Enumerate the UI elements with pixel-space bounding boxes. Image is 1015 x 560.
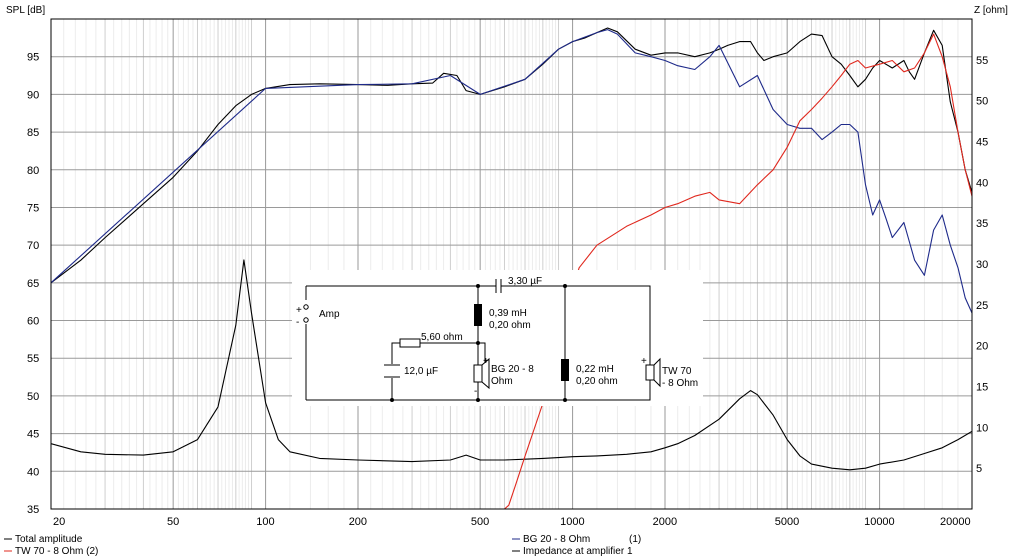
inductor-l2 (561, 359, 569, 381)
amp-label: Amp (319, 309, 340, 320)
y-tick-label: 95 (27, 52, 39, 64)
woofer-minus-label: - (474, 386, 477, 397)
series-line-impedance-at-amplifier-1 (51, 259, 972, 471)
y-tick-label: 50 (27, 391, 39, 403)
y2-tick-label: 55 (976, 55, 988, 67)
amp-minus-terminal (303, 317, 309, 323)
y2-tick-labels: 5 10 15 20 25 30 35 40 45 50 55 (976, 55, 988, 475)
y-tick-label: 45 (27, 429, 39, 441)
x-tick-labels: 20 50 100 200 500 1000 2000 5000 10000 20000 (53, 516, 971, 528)
y-tick-label: 90 (27, 89, 39, 101)
l2-value-label: 0,22 mH (576, 364, 614, 375)
series-line-tw-70-8-ohm-2 (51, 33, 972, 509)
x-tick-label: 20 (53, 516, 65, 528)
resistor-label: 5,60 ohm (421, 332, 463, 343)
y-tick-labels: 35 40 45 50 55 60 65 70 75 80 85 90 95 (27, 52, 39, 516)
x-tick-label: 5000 (775, 516, 799, 528)
x-tick-label: 500 (471, 516, 489, 528)
woofer-plus-label: + (483, 356, 489, 367)
legend-label-tw70: TW 70 - 8 Ohm (2) (15, 546, 98, 557)
series-capacitor-label: 3,30 µF (508, 276, 542, 287)
tweeter-symbol (645, 357, 661, 388)
y-tick-label: 40 (27, 466, 39, 478)
amp-plus-label: + (296, 305, 302, 316)
curves (51, 27, 972, 509)
plot-frame (50, 18, 973, 510)
y-tick-label: 55 (27, 353, 39, 365)
x-tick-label: 1000 (560, 516, 584, 528)
legend-label-bg20: BG 20 - 8 Ohm (523, 534, 590, 545)
y2-tick-label: 5 (976, 463, 982, 475)
woofer-symbol (473, 357, 490, 390)
y2-tick-label: 30 (976, 259, 988, 271)
y2-tick-label: 25 (976, 300, 988, 312)
y-tick-label: 35 (27, 504, 39, 516)
plot-area (51, 19, 972, 509)
x-tick-label: 10000 (864, 516, 895, 528)
l1-value-label: 0,39 mH (489, 308, 527, 319)
l2-resistance-label: 0,20 ohm (576, 376, 618, 387)
amp-plus-terminal (303, 304, 309, 310)
y2-axis-title: Z [ohm] (974, 5, 1008, 16)
y-axis-title: SPL [dB] (6, 5, 45, 16)
x-tick-label: 20000 (940, 516, 971, 528)
l1-resistance-label: 0,20 ohm (489, 320, 531, 331)
x-tick-label: 100 (256, 516, 274, 528)
y2-tick-label: 40 (976, 177, 988, 189)
x-tick-label: 50 (167, 516, 179, 528)
y-tick-label: 75 (27, 202, 39, 214)
y-tick-label: 80 (27, 165, 39, 177)
resistor (399, 338, 421, 348)
woofer-label-line2: Ohm (491, 376, 513, 387)
y2-tick-label: 50 (976, 96, 988, 108)
y2-tick-label: 10 (976, 422, 988, 434)
series-line-total-amplitude (51, 27, 972, 284)
y2-tick-label: 35 (976, 218, 988, 230)
y2-tick-label: 20 (976, 341, 988, 353)
legend: Total amplitude TW 70 - 8 Ohm (2) BG 20 … (4, 534, 641, 557)
legend-label-bg20-index: (1) (629, 534, 641, 545)
inductor-l1 (474, 304, 482, 326)
legend-label-total-amplitude: Total amplitude (15, 534, 83, 545)
x-tick-label: 2000 (653, 516, 677, 528)
schematic-background (292, 270, 703, 406)
tweeter-label-line2: - 8 Ohm (662, 378, 698, 389)
x-tick-label: 200 (349, 516, 367, 528)
y-tick-label: 70 (27, 240, 39, 252)
tweeter-plus-label: + (641, 356, 647, 367)
y2-tick-label: 15 (976, 382, 988, 394)
tweeter-label-line1: TW 70 (662, 366, 692, 377)
series-line-bg-20-8-ohm-1 (51, 29, 972, 314)
y-tick-label: 60 (27, 316, 39, 328)
crossover-schematic: + - Amp 3,30 µF 0,39 mH 0,20 ohm 5,60 oh… (292, 270, 703, 406)
legend-label-impedance: Impedance at amplifier 1 (523, 546, 633, 557)
amp-minus-label: - (296, 317, 299, 328)
y-tick-label: 65 (27, 278, 39, 290)
shunt-capacitor-label: 12,0 µF (404, 366, 438, 377)
woofer-label-line1: BG 20 - 8 (491, 364, 534, 375)
y2-tick-label: 45 (976, 137, 988, 149)
y-tick-label: 85 (27, 127, 39, 139)
